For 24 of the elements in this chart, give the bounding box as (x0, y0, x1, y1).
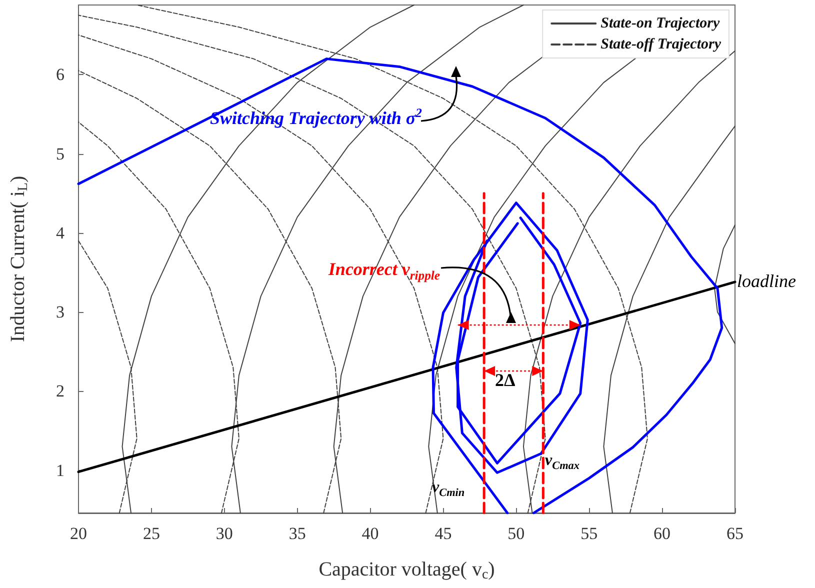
x-tick-label: 40 (362, 524, 379, 543)
legend-label: State-on Trajectory (600, 16, 720, 32)
x-tick-label: 65 (726, 524, 744, 543)
y-tick-label: 3 (56, 302, 64, 322)
x-tick-label: 20 (70, 524, 87, 543)
line-series (714, 224, 736, 344)
x-tick-label: 25 (142, 524, 160, 543)
y-axis-title: Inductor Current( iL) (7, 176, 31, 342)
y-tick-label: 5 (56, 144, 64, 164)
x-tick-label: 45 (434, 524, 452, 543)
x-tick-label: 60 (654, 524, 671, 543)
legend-label: State-off Trajectory (600, 36, 722, 52)
x-tick-label: 30 (216, 524, 233, 543)
y-tick-label: 1 (56, 460, 64, 480)
text: loadline (737, 271, 796, 293)
x-tick-label: 50 (508, 524, 525, 543)
y-tick-label: 4 (56, 223, 65, 242)
x-tick-label: 55 (580, 524, 598, 543)
annotation: 2Δ (495, 370, 516, 392)
y-tick-label: 2 (56, 382, 64, 401)
x-tick-label: 35 (288, 524, 306, 543)
annotation: v$_{Cmax}$ (545, 451, 580, 474)
line-series (77, 58, 724, 514)
y-tick-label: 6 (56, 65, 64, 84)
